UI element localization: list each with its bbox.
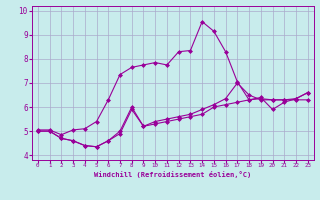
X-axis label: Windchill (Refroidissement éolien,°C): Windchill (Refroidissement éolien,°C) (94, 171, 252, 178)
